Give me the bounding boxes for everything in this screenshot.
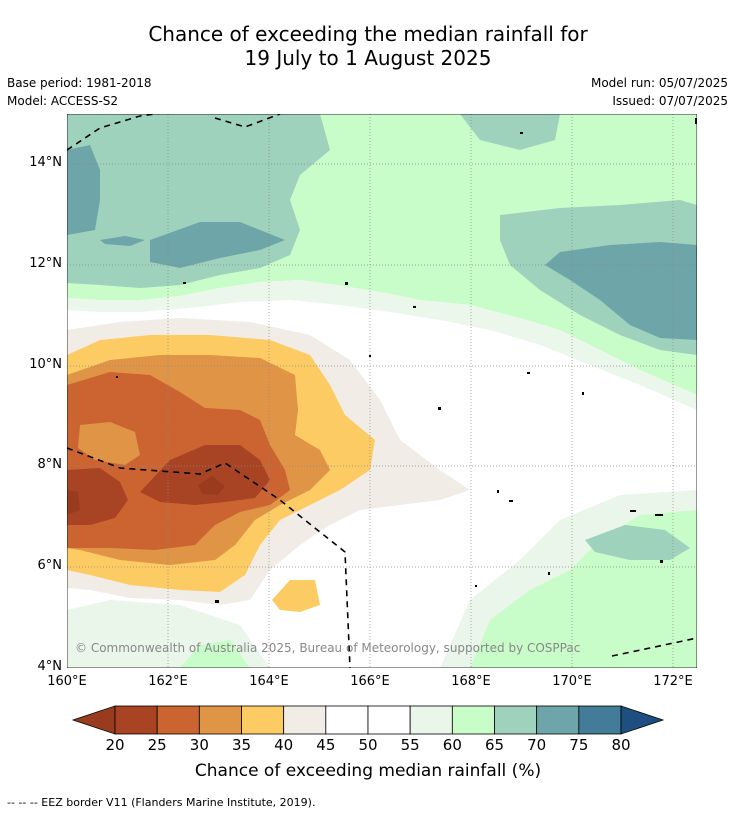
- colorbar-cell: [536, 705, 580, 735]
- lon-label-164e: 164°E: [249, 674, 289, 689]
- lon-label-160e: 160°E: [47, 674, 87, 689]
- contour-60-65-sw: [180, 640, 250, 668]
- map-title: Chance of exceeding the median rainfall …: [0, 22, 736, 70]
- colorbar-tick-label: 30: [189, 736, 209, 754]
- colorbar-cell: [367, 705, 411, 735]
- lat-label-8n: 8°N: [37, 457, 63, 472]
- colorbar-cell: [114, 705, 158, 735]
- lat-label-14n: 14°N: [29, 155, 62, 170]
- lat-label-12n: 12°N: [29, 256, 62, 271]
- colorbar-tick-label: 60: [442, 736, 462, 754]
- meta-right: Model run: 05/07/2025 Issued: 07/07/2025: [591, 74, 728, 110]
- colorbar-tick-label: 80: [611, 736, 631, 754]
- lon-label-162e: 162°E: [148, 674, 188, 689]
- lat-label-10n: 10°N: [29, 357, 62, 372]
- colorbar-tick-label: 55: [400, 736, 420, 754]
- colorbar-tick-label: 20: [105, 736, 125, 754]
- model-run: Model run: 05/07/2025: [590, 76, 728, 90]
- issued-date: Issued: 07/07/2025: [612, 94, 728, 108]
- colorbar-tick-label: 40: [274, 736, 294, 754]
- contour-30-35-inner: [78, 422, 140, 465]
- colorbar: [71, 705, 665, 735]
- colorbar-tick-label: 65: [484, 736, 505, 754]
- base-period: Base period: 1981-2018: [7, 76, 152, 90]
- graticule: [67, 114, 697, 668]
- colorbar-tick-label: 45: [316, 736, 336, 754]
- contour-70-75-ne: [545, 242, 697, 340]
- meta-left: Base period: 1981-2018 Model: ACCESS-S2: [7, 74, 152, 110]
- colorbar-title: Chance of exceeding median rainfall (%): [194, 761, 542, 781]
- colorbar-cell: [409, 705, 453, 735]
- colorbar-cell: [156, 705, 200, 735]
- colorbar-cells: [114, 705, 622, 735]
- title-line-1: Chance of exceeding the median rainfall …: [148, 22, 588, 46]
- contour-below-20-b: [198, 476, 225, 495]
- map-area: [67, 114, 697, 668]
- lon-label-170e: 170°E: [552, 674, 592, 689]
- eez-borders: [67, 114, 697, 668]
- colorbar-cell: [451, 705, 495, 735]
- contour-70-75-nw: [67, 145, 100, 235]
- lat-label-4n: 4°N: [37, 659, 63, 674]
- islands: [116, 118, 697, 603]
- contour-65-70-se: [585, 525, 690, 560]
- colorbar-tick-label: 70: [527, 736, 547, 754]
- colorbar-high-arrow: [620, 705, 665, 735]
- colorbar-tick-label: 35: [231, 736, 252, 754]
- lat-label-6n: 6°N: [37, 558, 63, 573]
- contour-70-75-nw-b: [150, 222, 285, 268]
- contour-below-20-a: [67, 490, 80, 515]
- colorbar-cell: [494, 705, 538, 735]
- colorbar-tick-label: 75: [569, 736, 589, 754]
- title-line-2: 19 July to 1 August 2025: [244, 46, 492, 70]
- model-name: Model: ACCESS-S2: [7, 94, 119, 108]
- contour-65-70-ne-top: [460, 114, 560, 150]
- colorbar-cell: [325, 705, 369, 735]
- lon-label-168e: 168°E: [451, 674, 491, 689]
- lon-label-166e: 166°E: [350, 674, 390, 689]
- colorbar-tick-label: 50: [358, 736, 378, 754]
- lon-label-172e: 172°E: [653, 674, 693, 689]
- contour-20-25-a: [67, 468, 128, 525]
- eez-legend: -- -- -- EEZ border V11 (Flanders Marine…: [7, 796, 316, 809]
- contour-35-40-small: [272, 580, 320, 612]
- colorbar-low-arrow: [71, 705, 116, 735]
- contour-20-25-b: [140, 445, 270, 505]
- colorbar-cell: [283, 705, 327, 735]
- copyright-notice: © Commonwealth of Australia 2025, Bureau…: [75, 641, 581, 655]
- colorbar-cell: [198, 705, 242, 735]
- contour-55-60-north: [67, 280, 697, 410]
- colorbar-cell: [241, 705, 285, 735]
- colorbar-tick-label: 25: [147, 736, 167, 754]
- contour-70-75-nw-c: [100, 236, 145, 246]
- colorbar-cell: [578, 705, 622, 735]
